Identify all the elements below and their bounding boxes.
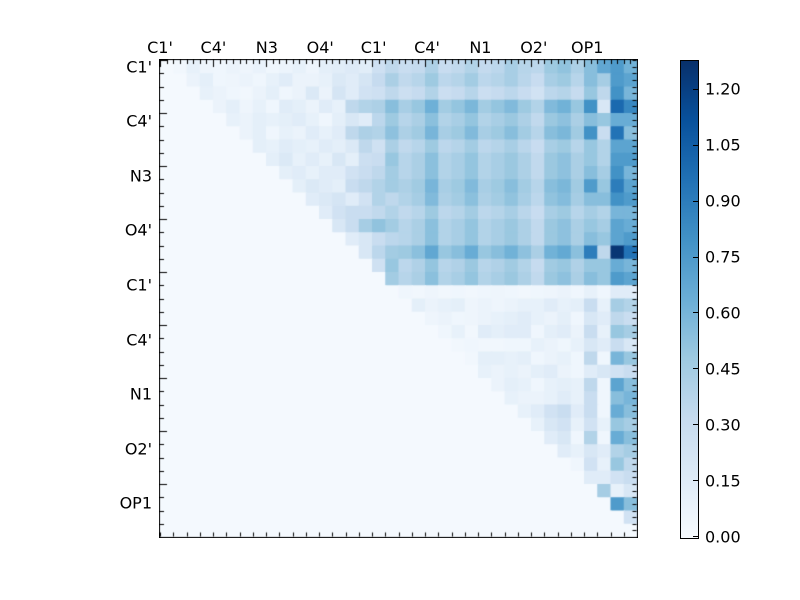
x-tick-label: C4'	[200, 38, 227, 57]
x-tick-label: O4'	[306, 38, 334, 57]
y-tick-label: C4'	[126, 111, 152, 131]
x-tick-label: N1	[469, 38, 492, 57]
colorbar-tick-mark	[693, 200, 698, 202]
colorbar-tick-label: 0.15	[705, 471, 741, 491]
colorbar-tick-label: 0.60	[705, 303, 741, 323]
colorbar-tick-label: 1.05	[705, 135, 741, 155]
y-tick-label: C4'	[126, 330, 152, 349]
x-tick-label: OP1	[570, 38, 604, 57]
y-tick-label: O2'	[124, 439, 152, 459]
y-tick-label: N3	[129, 166, 152, 186]
y-tick-label: C1'	[126, 57, 152, 76]
x-tick-label: C4'	[414, 38, 440, 57]
colorbar-tick-mark	[693, 424, 698, 426]
colorbar-tick-mark	[693, 312, 698, 314]
y-tick-label: N1	[129, 384, 152, 404]
colorbar-tick-mark	[693, 480, 698, 482]
colorbar-tick-label: 0.90	[705, 191, 741, 211]
y-tick-label: O4'	[124, 220, 152, 240]
colorbar-tick-mark	[693, 256, 698, 258]
y-tick-label: OP1	[119, 493, 152, 513]
x-tick-label: C1'	[360, 38, 387, 57]
colorbar-tick-mark	[693, 536, 698, 537]
colorbar-tick-label: 0.45	[705, 359, 741, 379]
colorbar-tick-mark	[693, 88, 698, 90]
x-tick-label: C1'	[147, 38, 173, 57]
colorbar-tick-label: 0.30	[705, 415, 741, 435]
y-tick-label: C1'	[126, 275, 152, 295]
x-tick-label: N3	[255, 38, 278, 57]
colorbar-tick-mark	[693, 368, 698, 370]
colorbar-tick-label: 0.00	[705, 527, 741, 546]
colorbar-tick-label: 1.20	[705, 79, 741, 99]
heatmap-canvas	[159, 59, 638, 538]
colorbar-tick-label: 0.75	[705, 247, 741, 267]
colorbar-tick-mark	[693, 144, 698, 146]
colorbar	[680, 60, 699, 539]
x-tick-label: O2'	[520, 38, 548, 57]
